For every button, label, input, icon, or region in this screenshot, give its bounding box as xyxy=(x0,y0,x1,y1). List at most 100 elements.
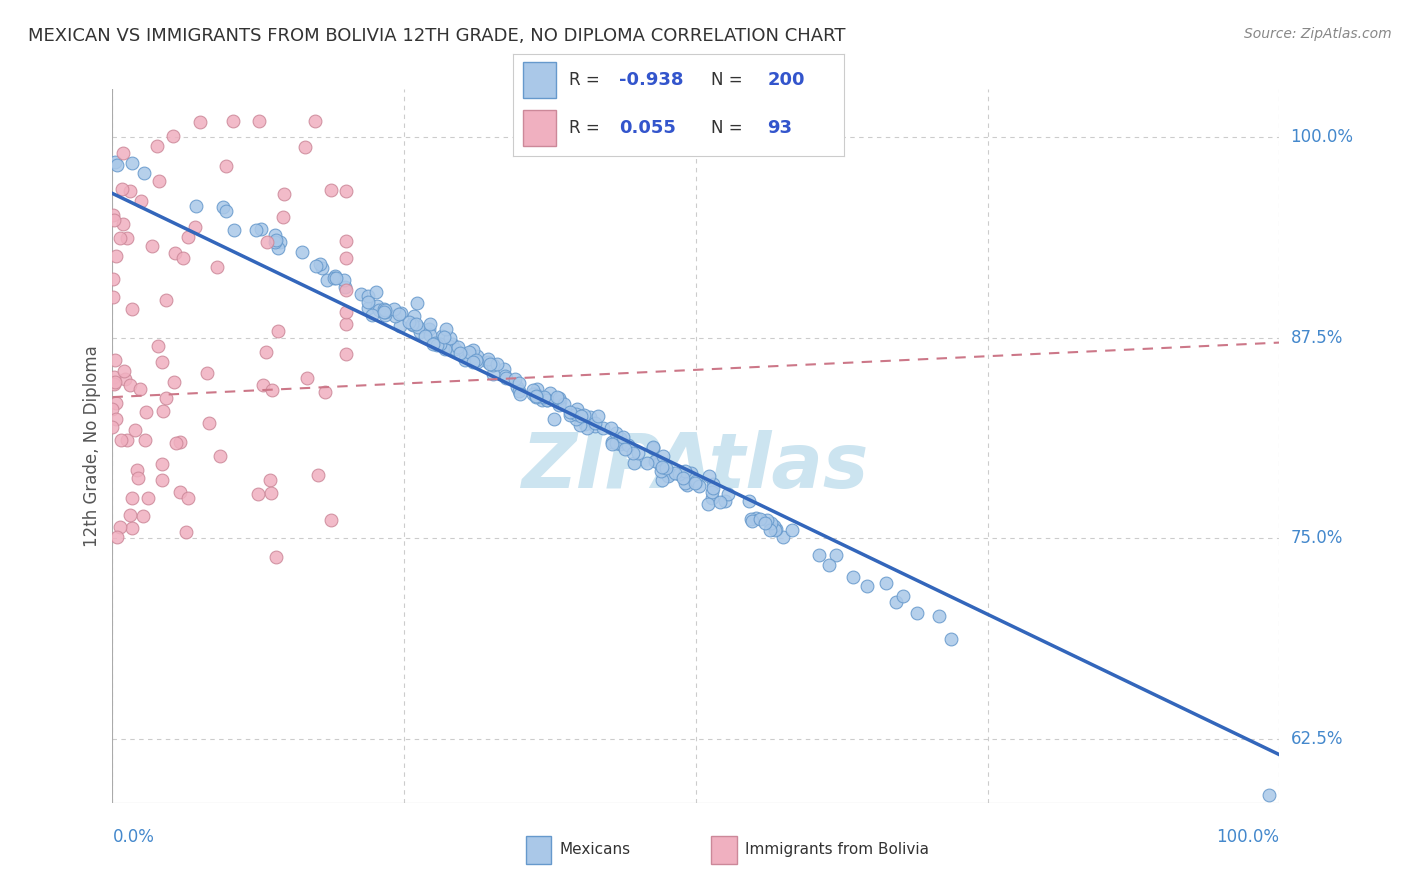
Point xyxy=(560,408,582,422)
Point xyxy=(389,318,412,333)
Point xyxy=(415,329,437,343)
Point xyxy=(325,271,347,285)
Point xyxy=(437,339,460,353)
Point xyxy=(553,397,575,411)
Point xyxy=(374,305,396,319)
Point xyxy=(121,521,143,535)
Point xyxy=(335,279,357,293)
Point xyxy=(195,366,218,380)
Point xyxy=(429,337,451,351)
Point xyxy=(121,301,143,316)
Point xyxy=(177,230,200,244)
Point xyxy=(458,349,481,363)
Point xyxy=(264,233,287,247)
Point xyxy=(256,235,278,249)
Point xyxy=(583,416,606,430)
Point xyxy=(463,343,485,358)
Point xyxy=(486,357,509,371)
Text: Immigrants from Bolivia: Immigrants from Bolivia xyxy=(745,842,929,857)
Point xyxy=(169,484,191,499)
Point xyxy=(758,523,780,537)
Point xyxy=(477,355,499,369)
Point xyxy=(110,434,132,448)
Point xyxy=(543,412,565,426)
Point xyxy=(605,435,627,450)
Point xyxy=(222,223,245,237)
Point xyxy=(700,485,723,500)
Point xyxy=(524,389,547,403)
Point xyxy=(655,461,678,475)
Point xyxy=(264,227,287,242)
Point xyxy=(460,351,482,366)
Point xyxy=(709,495,731,509)
Point xyxy=(267,241,290,255)
Y-axis label: 12th Grade, No Diploma: 12th Grade, No Diploma xyxy=(83,345,101,547)
Point xyxy=(602,437,624,451)
Point xyxy=(263,235,285,250)
Point xyxy=(111,182,134,196)
Point xyxy=(115,434,138,448)
Text: R =: R = xyxy=(569,70,606,88)
Point xyxy=(361,308,384,322)
Point xyxy=(657,468,679,483)
Point xyxy=(101,402,124,417)
Point xyxy=(247,114,270,128)
Point xyxy=(700,491,723,505)
Point xyxy=(152,457,174,471)
Point xyxy=(808,549,831,563)
Point xyxy=(104,249,127,263)
Point xyxy=(398,316,420,330)
Point xyxy=(825,548,848,562)
Point xyxy=(538,386,561,401)
Point xyxy=(600,421,623,435)
Point xyxy=(465,353,488,368)
Point xyxy=(389,305,412,319)
Point xyxy=(433,343,456,357)
Point xyxy=(569,409,592,424)
Point xyxy=(135,405,157,419)
Point xyxy=(145,139,167,153)
Point xyxy=(560,405,582,419)
Point xyxy=(524,390,547,404)
Point xyxy=(120,508,142,523)
Point xyxy=(165,246,187,260)
Point xyxy=(548,393,571,408)
Text: MEXICAN VS IMMIGRANTS FROM BOLIVIA 12TH GRADE, NO DIPLOMA CORRELATION CHART: MEXICAN VS IMMIGRANTS FROM BOLIVIA 12TH … xyxy=(28,27,845,45)
Point xyxy=(481,367,503,381)
Point xyxy=(121,491,143,506)
Point xyxy=(479,357,502,371)
Point xyxy=(664,466,686,480)
Point xyxy=(401,317,423,331)
Point xyxy=(650,464,672,478)
Text: 200: 200 xyxy=(768,70,806,88)
Point xyxy=(905,607,928,621)
Point xyxy=(576,421,599,435)
Point xyxy=(673,475,696,490)
Point xyxy=(316,273,339,287)
Point xyxy=(522,386,544,401)
Point xyxy=(323,270,346,285)
Point xyxy=(565,407,588,421)
Point xyxy=(155,391,177,405)
Point xyxy=(423,336,446,351)
Point xyxy=(118,185,141,199)
Point xyxy=(406,319,429,334)
Point xyxy=(163,376,186,390)
Point xyxy=(333,273,356,287)
Point xyxy=(309,257,332,271)
Point xyxy=(260,486,283,500)
Point xyxy=(673,464,696,478)
Point xyxy=(696,497,718,511)
Point xyxy=(101,208,124,222)
Point xyxy=(260,384,283,398)
Point xyxy=(259,473,281,487)
Point xyxy=(763,519,786,533)
Point xyxy=(419,328,441,343)
Point xyxy=(335,283,357,297)
Point xyxy=(616,437,638,451)
Point xyxy=(169,435,191,450)
Point xyxy=(264,549,287,564)
Point xyxy=(569,417,592,432)
Point xyxy=(165,435,187,450)
Point xyxy=(434,322,457,336)
